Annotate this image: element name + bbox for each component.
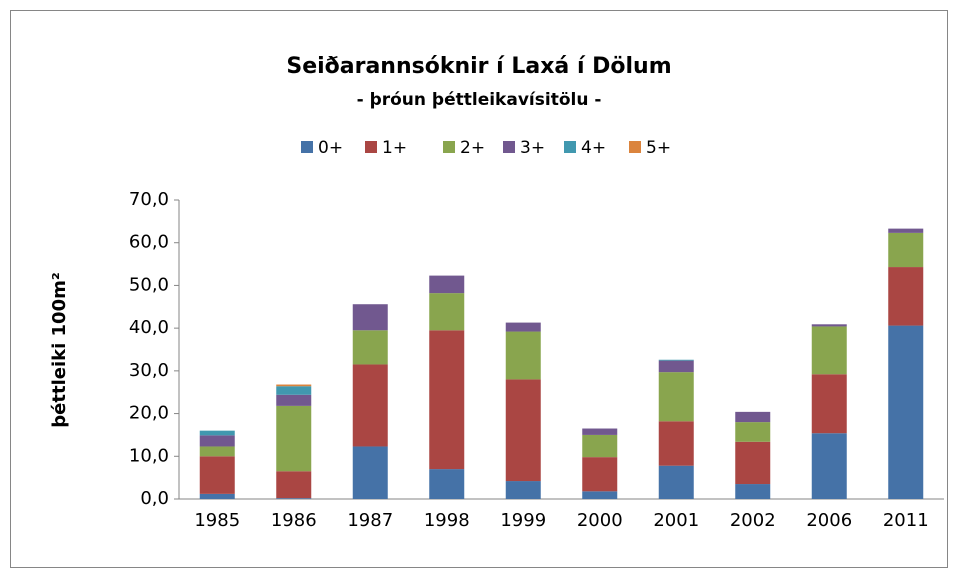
bar-segment <box>199 446 235 457</box>
legend-label: 2+ <box>460 138 485 158</box>
bar-segment <box>658 465 694 499</box>
bar-segment <box>811 433 847 499</box>
chart-subtitle: - þróun þéttleikavísitölu - <box>357 90 602 110</box>
bar-segment <box>658 359 694 361</box>
x-tick-label: 2002 <box>730 510 776 531</box>
y-tick-label: 60,0 <box>129 232 169 253</box>
y-tick-label: 70,0 <box>129 189 169 210</box>
bar-segment <box>199 435 235 447</box>
bar-segment <box>888 228 924 233</box>
bar-segment <box>888 232 924 268</box>
bar-segment <box>429 330 465 470</box>
bar-segment <box>658 421 694 466</box>
bar-segment <box>505 481 541 499</box>
bar-segment <box>505 322 541 332</box>
bar-segment <box>276 405 312 472</box>
legend-label: 5+ <box>646 138 671 158</box>
bar-segment <box>658 372 694 422</box>
legend-label: 4+ <box>581 138 606 158</box>
legend-swatch <box>443 141 455 153</box>
bar-segment <box>199 456 235 494</box>
x-tick-label: 1987 <box>347 510 393 531</box>
bar-segment <box>582 434 618 458</box>
x-tick-label: 1985 <box>194 510 240 531</box>
chart-title: Seiðarannsóknir í Laxá í Dölum <box>286 54 671 79</box>
bar-segment <box>582 457 618 492</box>
legend-label: 3+ <box>520 138 545 158</box>
legend-swatch <box>564 141 576 153</box>
x-tick-label: 2011 <box>883 510 929 531</box>
y-tick-label: 30,0 <box>129 360 169 381</box>
bar-segment <box>811 374 847 434</box>
bar-segment <box>352 446 388 499</box>
bar-segment <box>199 493 235 499</box>
y-tick-label: 50,0 <box>129 274 169 295</box>
bar-segment <box>888 325 924 499</box>
y-tick-label: 10,0 <box>129 445 169 466</box>
bar-segment <box>352 364 388 447</box>
bar-segment <box>888 267 924 326</box>
legend-swatch <box>503 141 515 153</box>
x-tick-label: 2000 <box>577 510 623 531</box>
bar-segment <box>582 428 618 435</box>
bar-segment <box>429 275 465 294</box>
chart-border <box>10 10 948 568</box>
legend-swatch <box>301 141 313 153</box>
bar-segment <box>276 384 312 387</box>
bar-segment <box>735 484 771 499</box>
bar-segment <box>735 441 771 485</box>
legend-label: 0+ <box>318 138 343 158</box>
bar-segment <box>352 330 388 365</box>
legend-swatch <box>365 141 377 153</box>
bar-segment <box>811 326 847 375</box>
bar-segment <box>658 360 694 373</box>
bar-segment <box>735 422 771 442</box>
x-tick-label: 1999 <box>500 510 546 531</box>
bar-segment <box>276 471 312 499</box>
bar-segment <box>276 498 312 499</box>
bar-segment <box>582 491 618 499</box>
bar-segment <box>352 304 388 331</box>
bar-segment <box>429 469 465 499</box>
bar-segment <box>505 379 541 482</box>
y-tick-label: 0,0 <box>140 488 169 509</box>
x-tick-label: 2001 <box>653 510 699 531</box>
bar-segment <box>429 293 465 331</box>
y-tick-label: 20,0 <box>129 403 169 424</box>
bar-segment <box>276 386 312 395</box>
bar-segment <box>276 394 312 406</box>
x-tick-label: 1986 <box>271 510 317 531</box>
y-axis-label: þéttleiki 100m² <box>49 272 70 427</box>
x-tick-label: 2006 <box>806 510 852 531</box>
bar-segment <box>199 430 235 436</box>
bar-segment <box>811 324 847 327</box>
bar-segment <box>505 331 541 380</box>
x-tick-label: 1998 <box>424 510 470 531</box>
legend-swatch <box>629 141 641 153</box>
legend-label: 1+ <box>382 138 407 158</box>
y-tick-label: 40,0 <box>129 317 169 338</box>
bar-segment <box>735 411 771 423</box>
